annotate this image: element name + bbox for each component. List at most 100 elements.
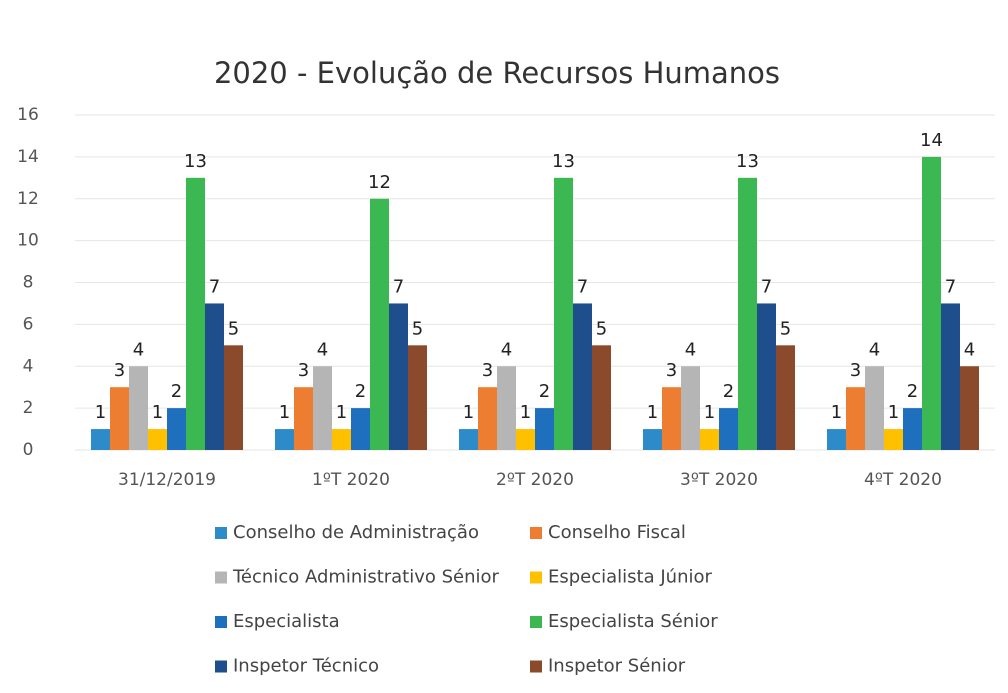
legend-label: Conselho Fiscal [548, 522, 686, 543]
legend-swatch [215, 660, 227, 673]
legend-label: Inspetor Técnico [233, 656, 379, 677]
data-label: 5 [596, 318, 607, 339]
data-label: 3 [850, 360, 861, 381]
bar [960, 366, 979, 450]
data-label: 4 [317, 339, 328, 360]
bar [827, 429, 846, 450]
bar [719, 408, 738, 450]
bar [408, 345, 427, 450]
data-label: 7 [393, 276, 404, 297]
data-label: 5 [780, 318, 791, 339]
x-tick-label: 2ºT 2020 [496, 470, 574, 490]
data-label: 2 [171, 381, 182, 402]
legend-label: Inspetor Sénior [548, 656, 686, 677]
data-label: 1 [704, 402, 715, 423]
data-label: 3 [298, 360, 309, 381]
bar [903, 408, 922, 450]
data-label: 4 [869, 339, 880, 360]
bar [846, 387, 865, 450]
y-tick-label: 0 [23, 440, 34, 460]
data-label: 4 [501, 339, 512, 360]
data-label: 1 [888, 402, 899, 423]
legend-swatch [215, 527, 227, 539]
bar [738, 177, 757, 450]
y-tick-label: 6 [23, 314, 34, 334]
bar [941, 303, 960, 450]
bar [370, 198, 389, 450]
data-label: 1 [463, 402, 474, 423]
bar [110, 387, 129, 450]
chart-title: 2020 - Evolução de Recursos Humanos [214, 56, 780, 90]
data-label: 3 [114, 360, 125, 381]
y-tick-label: 16 [17, 105, 39, 125]
y-tick-label: 4 [23, 356, 34, 376]
legend-swatch [530, 660, 542, 673]
legend-label: Especialista [233, 611, 340, 632]
legend-swatch [530, 527, 542, 539]
data-label: 1 [520, 402, 531, 423]
bar [294, 387, 313, 450]
data-label: 1 [647, 402, 658, 423]
bar [224, 345, 243, 450]
bar [459, 429, 478, 450]
data-label: 4 [133, 339, 144, 360]
bar [516, 429, 535, 450]
bar [592, 345, 611, 450]
y-tick-label: 2 [23, 398, 34, 418]
y-tick-label: 12 [17, 189, 39, 209]
data-label: 13 [736, 151, 759, 172]
bar [643, 429, 662, 450]
data-label: 7 [945, 276, 956, 297]
legend-label: Técnico Administrativo Sénior [232, 567, 500, 588]
data-label: 3 [482, 360, 493, 381]
bar [129, 366, 148, 450]
x-tick-label: 31/12/2019 [118, 470, 216, 490]
bar [662, 387, 681, 450]
data-label: 2 [539, 381, 550, 402]
bar [478, 387, 497, 450]
data-label: 5 [228, 318, 239, 339]
bar [186, 177, 205, 450]
bar [554, 177, 573, 450]
bar [351, 408, 370, 450]
bar [922, 156, 941, 450]
bar [205, 303, 224, 450]
data-label: 7 [209, 276, 220, 297]
bar [681, 366, 700, 450]
data-label: 2 [907, 381, 918, 402]
x-tick-label: 1ºT 2020 [312, 470, 390, 490]
data-label: 4 [964, 339, 975, 360]
bar [332, 429, 351, 450]
data-label: 3 [666, 360, 677, 381]
data-label: 2 [355, 381, 366, 402]
data-label: 1 [831, 402, 842, 423]
legend-swatch [215, 616, 227, 628]
data-label: 2 [723, 381, 734, 402]
legend-swatch [530, 616, 542, 628]
legend-label: Especialista Júnior [548, 567, 713, 588]
bar [167, 408, 186, 450]
data-label: 1 [95, 402, 106, 423]
bar [313, 366, 332, 450]
bar [148, 429, 167, 450]
data-label: 7 [761, 276, 772, 297]
bar [535, 408, 554, 450]
y-tick-label: 8 [23, 273, 34, 293]
data-label: 5 [412, 318, 423, 339]
bar [497, 366, 516, 450]
data-label: 7 [577, 276, 588, 297]
data-label: 13 [552, 151, 575, 172]
bar [865, 366, 884, 450]
bar [389, 303, 408, 450]
data-label: 1 [152, 402, 163, 423]
bar [275, 429, 294, 450]
bar [573, 303, 592, 450]
x-tick-label: 4ºT 2020 [864, 470, 942, 490]
bar [776, 345, 795, 450]
bar [757, 303, 776, 450]
data-label: 1 [279, 402, 290, 423]
data-label: 14 [920, 130, 943, 151]
data-label: 13 [184, 151, 207, 172]
data-label: 4 [685, 339, 696, 360]
